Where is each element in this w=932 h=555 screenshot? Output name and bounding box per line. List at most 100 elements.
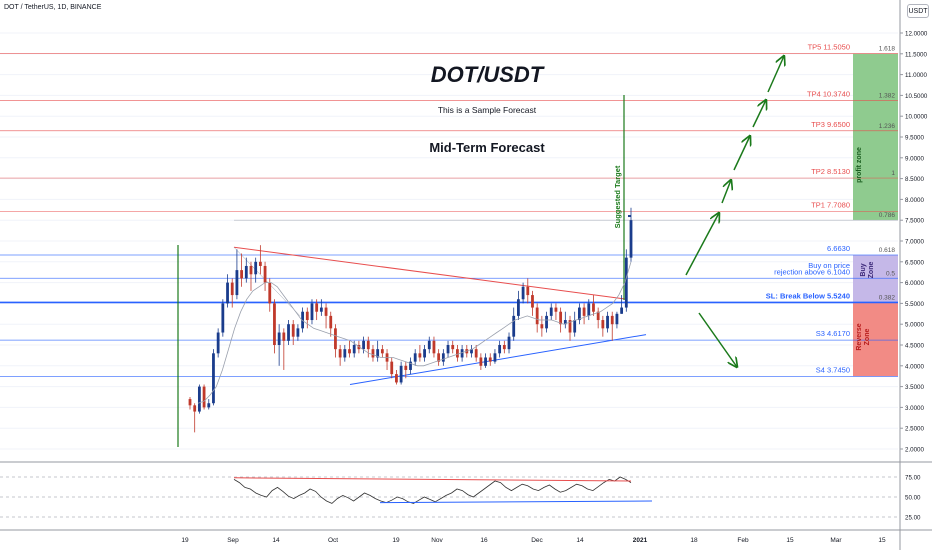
- candle: [521, 286, 525, 300]
- candle: [549, 307, 553, 316]
- time-tick-label: Sep: [227, 537, 239, 544]
- candle: [366, 340, 370, 350]
- levels: TP5 11.5050 TP4 10.3740 TP3 9.6500 TP2 8.51…: [0, 43, 898, 377]
- candle: [240, 270, 244, 279]
- price-tick-label: 3.0000: [905, 405, 924, 412]
- candle: [216, 332, 220, 354]
- candle: [319, 307, 323, 312]
- support-trendline: [349, 334, 647, 386]
- candle: [474, 349, 478, 358]
- candle: [249, 265, 253, 275]
- candle: [343, 349, 347, 358]
- candle: [554, 307, 558, 312]
- time-tick-label: 19: [392, 537, 400, 544]
- time-tick-label: 2021: [633, 537, 648, 544]
- candle: [230, 282, 234, 296]
- candle: [380, 349, 384, 354]
- fib-label: 0.618: [879, 247, 896, 254]
- candle: [582, 307, 586, 316]
- candle: [432, 340, 436, 354]
- candle: [301, 311, 304, 329]
- candle: [399, 365, 403, 383]
- chart-title: DOT/USDT: [431, 62, 545, 87]
- candle: [348, 349, 351, 354]
- time-tick-label: 15: [786, 537, 794, 544]
- candle: [371, 349, 375, 358]
- price-tick-label: 11.5000: [905, 51, 927, 58]
- price-tick-label: 8.0000: [905, 197, 924, 204]
- time-tick-label: Mar: [830, 537, 842, 544]
- candle: [502, 345, 506, 350]
- time-tick-label: 15: [878, 537, 886, 544]
- candle: [324, 307, 328, 316]
- suggested-target-label: Suggested Target: [613, 165, 622, 228]
- price-tick-label: 7.0000: [905, 239, 924, 246]
- price-tick-label: 3.5000: [905, 384, 924, 391]
- price-tick-label: 8.5000: [905, 176, 924, 183]
- candle: [291, 324, 295, 337]
- time-tick-label: Feb: [737, 537, 749, 544]
- candle: [498, 345, 502, 354]
- price-tick-label: 2.0000: [905, 447, 924, 454]
- candle: [507, 336, 511, 350]
- fib-label: 0.786: [879, 212, 896, 219]
- profit-zone: [853, 53, 898, 221]
- candle: [606, 315, 609, 329]
- price-tick-label: 7.5000: [905, 218, 924, 225]
- candle: [559, 311, 563, 325]
- fib-label: 1.382: [879, 93, 896, 100]
- fib-label: 0.382: [879, 294, 896, 301]
- candle: [376, 349, 380, 358]
- candle: [479, 357, 483, 366]
- candle: [305, 311, 309, 321]
- forecast-arrow-up: [752, 100, 766, 128]
- candle: [409, 361, 412, 370]
- tp-label: TP3 9.6500: [811, 120, 850, 129]
- candle: [517, 299, 520, 316]
- reverse-zone: [853, 302, 898, 377]
- forecast-label: Mid-Term Forecast: [429, 140, 545, 155]
- candle: [427, 340, 431, 350]
- candle: [390, 361, 394, 375]
- candle: [488, 357, 492, 362]
- price-tick-label: 9.0000: [905, 155, 924, 162]
- candle: [446, 345, 450, 354]
- last-price-marker: [628, 215, 631, 218]
- profit-zone-label: profit zone: [856, 147, 863, 183]
- candle: [395, 374, 398, 383]
- forecast-arrow-up: [685, 213, 719, 276]
- candle: [282, 332, 286, 341]
- price-tick-label: 12.0000: [905, 31, 928, 38]
- level-label: Buy on price: [808, 261, 850, 270]
- candle: [235, 270, 239, 296]
- candle: [193, 405, 197, 412]
- candle: [577, 307, 581, 321]
- candle: [315, 303, 319, 312]
- forecast-arrow-up: [767, 56, 784, 93]
- candle: [629, 220, 633, 258]
- price-tick-label: 4.0000: [905, 363, 924, 370]
- price-tick-label: 9.5000: [905, 135, 924, 142]
- candle: [362, 340, 365, 350]
- level-label: S3 4.6170: [816, 329, 850, 338]
- candle: [202, 386, 206, 408]
- candle: [535, 307, 539, 325]
- candle: [188, 399, 192, 406]
- buy-zone-label: BuyZone: [860, 262, 875, 279]
- candle: [573, 320, 577, 333]
- candle: [624, 257, 628, 308]
- currency-badge[interactable]: USDT: [907, 4, 929, 18]
- level-label: 6.6630: [827, 244, 850, 253]
- candle: [254, 261, 258, 275]
- candle: [451, 345, 455, 350]
- time-tick-label: 14: [576, 537, 584, 544]
- candle: [512, 315, 516, 337]
- candle: [596, 311, 600, 321]
- price-tick-label: 5.5000: [905, 301, 924, 308]
- price-tick-label: 11.0000: [905, 72, 927, 79]
- candle: [568, 320, 572, 333]
- candle: [197, 386, 201, 412]
